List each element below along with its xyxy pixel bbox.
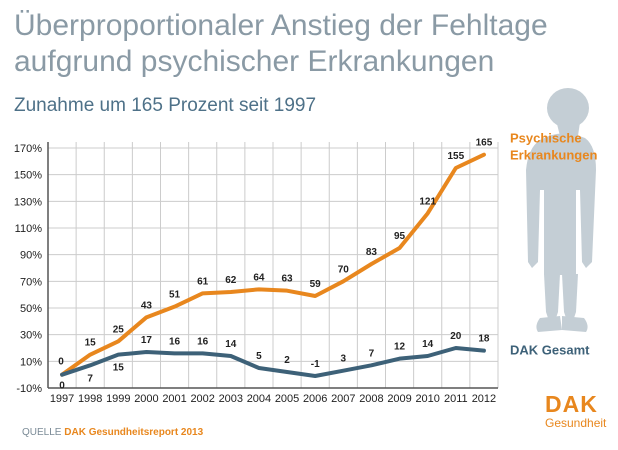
- page-subtitle: Zunahme um 165 Prozent seit 1997: [14, 95, 317, 116]
- y-tick-label: 110%: [15, 223, 43, 235]
- x-tick-label: 2006: [303, 393, 327, 405]
- series-legend: Psychische Erkrankungen DAK Gesamt: [510, 131, 597, 358]
- dak-logo-subtext: Gesundheit: [545, 416, 607, 430]
- page-title-line-1: Überproportionaler Anstieg der Fehltage: [14, 9, 548, 42]
- data-label-psych: 62: [225, 275, 237, 286]
- data-label-dak: 0: [59, 381, 65, 392]
- data-label-psych: 15: [85, 338, 97, 349]
- series-lines: [60, 152, 486, 378]
- data-label-dak: 2: [284, 355, 290, 366]
- data-label-dak: 15: [113, 363, 125, 374]
- x-tick-label: 2011: [444, 393, 468, 405]
- chart-axes: [47, 142, 498, 389]
- x-tick-label: 2012: [472, 393, 496, 405]
- data-label-psych: 155: [447, 151, 464, 162]
- y-tick-label: 50%: [20, 303, 42, 315]
- data-label-dak: 12: [394, 342, 406, 353]
- data-label-psych: 64: [253, 272, 265, 283]
- data-label-psych: 61: [197, 276, 209, 287]
- x-tick-label: 1998: [78, 393, 102, 405]
- x-tick-label: 2009: [387, 393, 411, 405]
- y-tick-label: 10%: [20, 356, 42, 368]
- data-label-psych: 95: [394, 231, 406, 242]
- x-tick-label: 2002: [190, 393, 214, 405]
- data-label-dak: 17: [141, 335, 153, 346]
- source-prefix: QUELLE: [22, 427, 65, 438]
- data-label-psych: 83: [366, 247, 378, 258]
- data-label-dak: 3: [341, 354, 347, 365]
- data-label-psych: 63: [282, 274, 294, 285]
- y-tick-label: 70%: [20, 276, 42, 288]
- y-tick-label: 90%: [20, 250, 42, 262]
- data-label-psych: 70: [338, 264, 350, 275]
- data-label-psych: 25: [113, 324, 125, 335]
- x-tick-label: 2005: [275, 393, 299, 405]
- x-tick-label: 2004: [247, 393, 271, 405]
- legend-label-psych-line-1: Psychische: [510, 131, 582, 146]
- legend-label-dak: DAK Gesamt: [510, 343, 590, 358]
- data-label-dak: 14: [422, 339, 434, 350]
- x-tick-label: 1997: [50, 393, 74, 405]
- data-label-dak: 14: [225, 339, 237, 350]
- data-label-dak: -1: [311, 359, 320, 370]
- data-label-dak: 20: [450, 331, 462, 342]
- data-label-psych: 165: [476, 138, 493, 149]
- source-note: QUELLE DAK Gesundheitsreport 2013: [22, 427, 203, 438]
- dak-logo: DAK: [545, 391, 598, 417]
- y-tick-label: 130%: [14, 196, 42, 208]
- page-title-line-2: aufgrund psychischer Erkrankungen: [14, 45, 495, 78]
- data-label-dak: 16: [169, 336, 181, 347]
- data-label-dak: 18: [478, 334, 490, 345]
- y-tick-label: 150%: [14, 170, 42, 182]
- x-tick-label: 2008: [359, 393, 383, 405]
- data-label-psych: 0: [58, 357, 64, 368]
- x-tick-label: 2001: [162, 393, 186, 405]
- data-label-dak: 7: [87, 373, 93, 384]
- series-line-psychische-erkrankungen: [60, 152, 486, 377]
- x-tick-label: 2003: [219, 393, 243, 405]
- x-axis-ticks: 1997 1998 1999 2000 2001 2002 2003 2004 2005 2006…: [50, 393, 496, 405]
- grid-lines: [47, 142, 499, 388]
- data-label-psych: 59: [310, 279, 322, 290]
- source-brand: DAK Gesundheitsreport 2013: [64, 427, 204, 438]
- series-line-dak-gesamt: [60, 346, 486, 378]
- person-silhouette-icon: [526, 88, 596, 332]
- y-tick-label: 30%: [20, 330, 42, 342]
- y-tick-label: 170%: [14, 143, 42, 155]
- x-tick-label: 2000: [134, 393, 158, 405]
- x-tick-label: 2007: [331, 393, 355, 405]
- y-axis-ticks: -10% 10% 30% 50% 70% 90% 110% 130% 150% 170%: [14, 143, 42, 395]
- x-tick-label: 1999: [106, 393, 130, 405]
- data-label-dak: 5: [256, 351, 262, 362]
- data-label-dak: 16: [197, 336, 209, 347]
- data-label-psych: 51: [169, 290, 181, 301]
- y-tick-label: -10%: [16, 383, 42, 395]
- data-label-psych: 43: [141, 300, 153, 311]
- data-label-dak: 7: [369, 348, 375, 359]
- data-label-psych: 121: [419, 196, 436, 207]
- legend-label-psych-line-2: Erkrankungen: [510, 148, 597, 163]
- x-tick-label: 2010: [415, 393, 439, 405]
